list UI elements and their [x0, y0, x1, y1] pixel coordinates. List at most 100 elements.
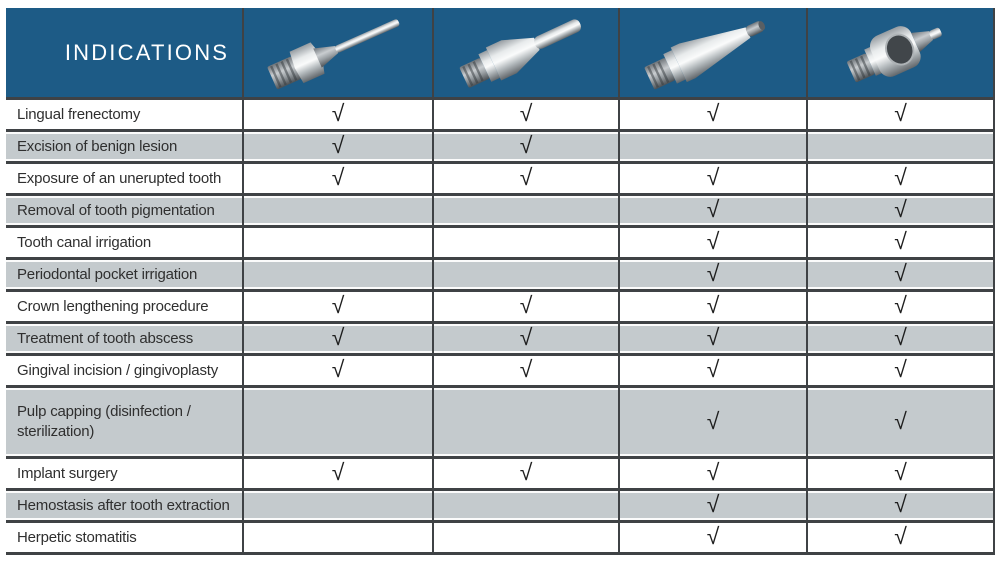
tip-column-header-1 [242, 8, 432, 97]
indication-label-cell: Implant surgery [6, 459, 242, 488]
indication-label: Periodontal pocket irrigation [17, 265, 198, 283]
short-angled-tip-icon [846, 25, 942, 82]
indication-label-cell: Treatment of tooth abscess [6, 324, 242, 353]
checkmark: √ [894, 324, 907, 350]
check-cell-tip-1: √ [242, 324, 432, 353]
check-cell-tip-2 [432, 228, 618, 257]
table-row: Excision of benign lesion √ √ [6, 132, 995, 164]
table-row: Lingual frenectomy √ √ √ √ [6, 100, 995, 132]
checkmark: √ [706, 324, 720, 350]
table-row: Implant surgery √ √ √ √ [6, 459, 995, 491]
checkmark: √ [706, 260, 720, 286]
indication-label-cell: Removal of tooth pigmentation [6, 196, 242, 225]
check-cell-tip-1 [242, 491, 432, 520]
checkmark: √ [894, 164, 907, 190]
table-row: Gingival incision / gingivoplasty √ √ √ … [6, 356, 995, 388]
table-row: Removal of tooth pigmentation √ √ [6, 196, 995, 228]
check-cell-tip-4: √ [806, 292, 995, 321]
indication-label-cell: Tooth canal irrigation [6, 228, 242, 257]
indication-label: Implant surgery [17, 464, 118, 482]
indication-label-cell: Excision of benign lesion [6, 132, 242, 161]
check-cell-tip-2 [432, 388, 618, 456]
check-cell-tip-1: √ [242, 356, 432, 385]
table-row: Hemostasis after tooth extraction √ √ [6, 491, 995, 523]
indication-label-cell: Periodontal pocket irrigation [6, 260, 242, 289]
checkmark: √ [331, 132, 345, 158]
indication-label: Crown lengthening procedure [17, 297, 209, 315]
check-cell-tip-2: √ [432, 164, 618, 193]
checkmark: √ [894, 356, 907, 382]
check-cell-tip-1 [242, 523, 432, 552]
check-cell-tip-1 [242, 388, 432, 456]
check-cell-tip-4: √ [806, 356, 995, 385]
check-cell-tip-2: √ [432, 292, 618, 321]
checkmark: √ [706, 523, 720, 549]
check-cell-tip-2 [432, 523, 618, 552]
table-title: INDICATIONS [64, 39, 230, 65]
check-cell-tip-1 [242, 228, 432, 257]
check-cell-tip-4: √ [806, 459, 995, 488]
table-row: Treatment of tooth abscess √ √ √ √ [6, 324, 995, 356]
cone-nozzle-tip-icon [644, 20, 766, 89]
table-row: Herpetic stomatitis √ √ [6, 523, 995, 555]
check-cell-tip-3: √ [618, 100, 806, 129]
checkmark: √ [331, 356, 345, 382]
check-cell-tip-4: √ [806, 491, 995, 520]
tapered-probe-tip-icon [459, 18, 582, 88]
checkmark: √ [331, 292, 345, 318]
check-cell-tip-4: √ [806, 388, 995, 456]
check-cell-tip-3: √ [618, 164, 806, 193]
table-row: Exposure of an unerupted tooth √ √ √ √ [6, 164, 995, 196]
checkmark: √ [894, 196, 907, 222]
checkmark: √ [519, 164, 533, 190]
indication-label-cell: Crown lengthening procedure [6, 292, 242, 321]
straight-needle-tip-icon [267, 18, 400, 89]
check-cell-tip-2: √ [432, 100, 618, 129]
checkmark: √ [706, 100, 720, 126]
check-cell-tip-3: √ [618, 491, 806, 520]
check-cell-tip-3: √ [618, 228, 806, 257]
indications-header-cell: INDICATIONS [6, 8, 242, 97]
indication-label: Lingual frenectomy [17, 105, 141, 123]
check-cell-tip-4 [806, 132, 995, 161]
check-cell-tip-3: √ [618, 324, 806, 353]
check-cell-tip-3: √ [618, 260, 806, 289]
table-header-row: INDICATIONS [6, 8, 995, 100]
table-row: Periodontal pocket irrigation √ √ [6, 260, 995, 292]
checkmark: √ [706, 228, 720, 254]
checkmark: √ [706, 407, 720, 434]
checkmark: √ [706, 459, 720, 485]
checkmark: √ [706, 196, 720, 222]
checkmark: √ [331, 164, 345, 190]
check-cell-tip-2 [432, 196, 618, 225]
indication-label: Treatment of tooth abscess [17, 329, 194, 347]
checkmark: √ [519, 324, 533, 350]
check-cell-tip-2 [432, 260, 618, 289]
checkmark: √ [894, 292, 907, 318]
checkmark: √ [894, 523, 907, 549]
checkmark: √ [894, 491, 907, 517]
check-cell-tip-3: √ [618, 356, 806, 385]
indication-label: Excision of benign lesion [17, 137, 178, 155]
checkmark: √ [894, 407, 907, 434]
checkmark: √ [894, 459, 907, 485]
table-body: Lingual frenectomy √ √ √ √ Excision of b… [6, 100, 995, 555]
indication-label: Hemostasis after tooth extraction [17, 496, 230, 514]
check-cell-tip-1: √ [242, 132, 432, 161]
check-cell-tip-1 [242, 196, 432, 225]
checkmark: √ [519, 132, 533, 158]
check-cell-tip-2: √ [432, 459, 618, 488]
indication-label: Pulp capping (disinfection / sterilizati… [17, 403, 191, 440]
check-cell-tip-1: √ [242, 292, 432, 321]
check-cell-tip-4: √ [806, 324, 995, 353]
checkmark: √ [519, 356, 533, 382]
indication-label: Herpetic stomatitis [17, 528, 137, 546]
table-row: Pulp capping (disinfection / sterilizati… [6, 388, 995, 459]
table-row: Crown lengthening procedure √ √ √ √ [6, 292, 995, 324]
table: INDICATIONS [6, 8, 995, 555]
checkmark: √ [519, 292, 533, 318]
check-cell-tip-4: √ [806, 196, 995, 225]
check-cell-tip-3: √ [618, 459, 806, 488]
indication-label: Tooth canal irrigation [17, 233, 152, 251]
